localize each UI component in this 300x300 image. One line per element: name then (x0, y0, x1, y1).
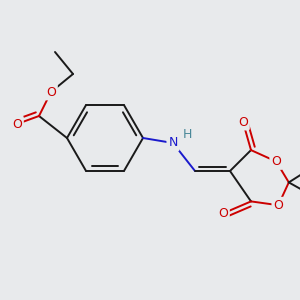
Text: O: O (218, 207, 228, 220)
Text: O: O (273, 199, 283, 212)
Text: O: O (271, 155, 281, 168)
Text: O: O (238, 116, 248, 129)
Text: N: N (168, 136, 178, 149)
Text: O: O (12, 118, 22, 130)
Text: O: O (46, 85, 56, 98)
Text: H: H (182, 128, 192, 142)
